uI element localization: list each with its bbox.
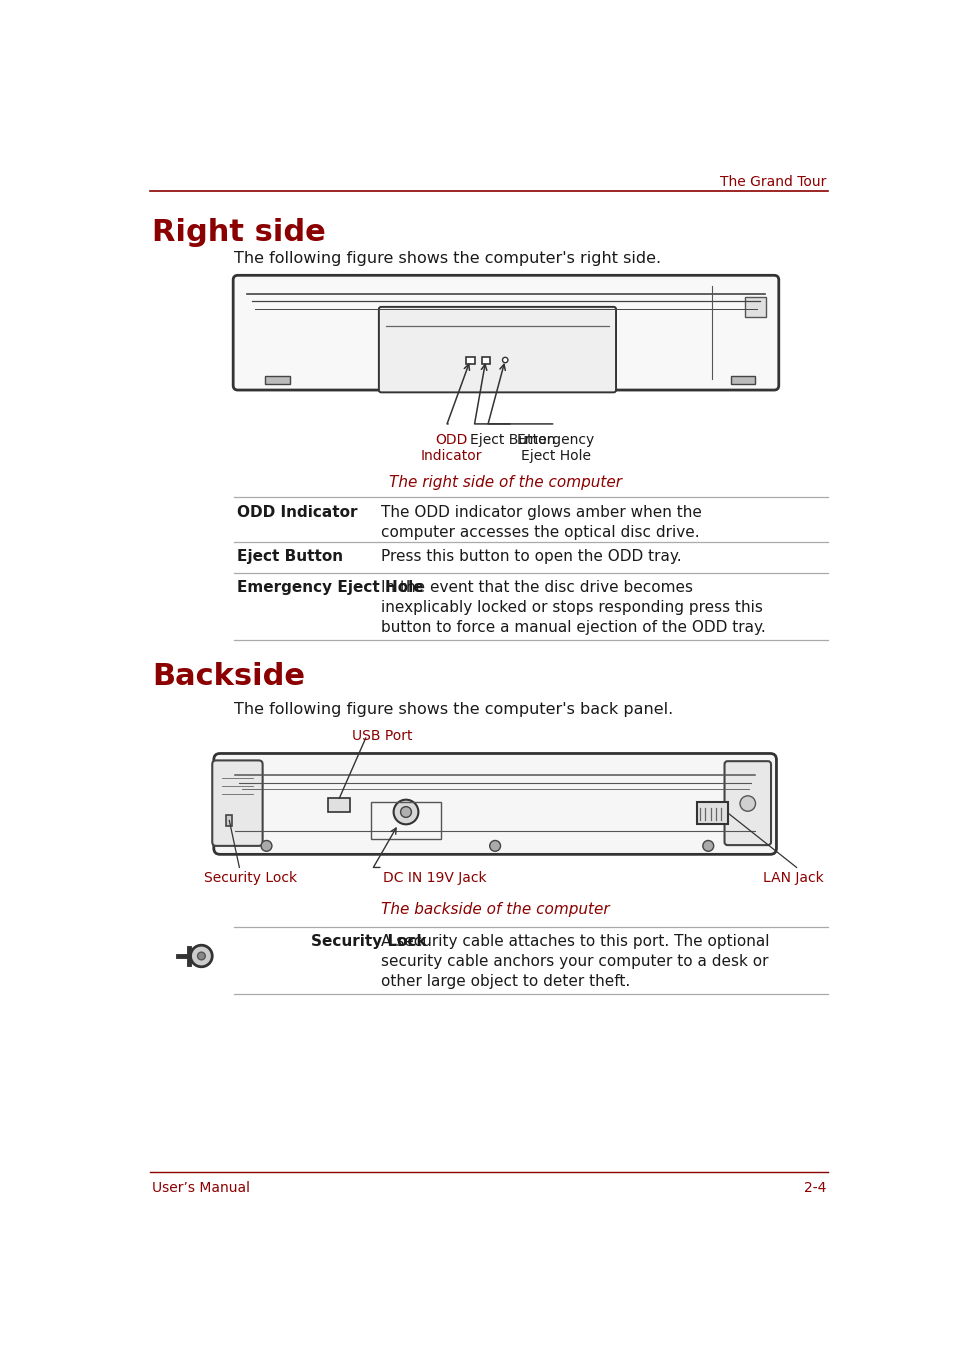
Circle shape — [197, 952, 205, 959]
Bar — [731, 376, 754, 384]
FancyBboxPatch shape — [212, 761, 262, 846]
Text: The backside of the computer: The backside of the computer — [380, 902, 609, 917]
Text: Security Lock: Security Lock — [311, 935, 427, 950]
Text: The right side of the computer: The right side of the computer — [389, 474, 621, 490]
FancyBboxPatch shape — [233, 276, 778, 390]
FancyBboxPatch shape — [213, 754, 776, 854]
FancyBboxPatch shape — [723, 761, 770, 846]
Circle shape — [489, 840, 500, 851]
Text: The following figure shows the computer's back panel.: The following figure shows the computer'… — [233, 703, 673, 717]
Bar — [265, 376, 290, 384]
Bar — [371, 802, 440, 839]
Text: User’s Manual: User’s Manual — [152, 1181, 250, 1194]
Text: In the event that the disc drive becomes
inexplicably locked or stops responding: In the event that the disc drive becomes… — [381, 580, 765, 635]
Text: The following figure shows the computer's right side.: The following figure shows the computer'… — [233, 251, 660, 266]
Text: Eject Button: Eject Button — [470, 434, 555, 447]
Bar — [226, 815, 233, 825]
Text: ODD Indicator: ODD Indicator — [236, 505, 357, 520]
Text: 2-4: 2-4 — [802, 1181, 825, 1194]
Text: The Grand Tour: The Grand Tour — [719, 176, 825, 189]
Text: LAN Jack: LAN Jack — [762, 871, 822, 885]
Bar — [466, 357, 475, 363]
Text: USB Port: USB Port — [352, 728, 412, 743]
Text: Emergency Eject Hole: Emergency Eject Hole — [236, 580, 423, 596]
Bar — [744, 297, 765, 317]
Text: Right side: Right side — [152, 218, 325, 247]
Circle shape — [502, 357, 507, 362]
Circle shape — [702, 840, 713, 851]
Text: Eject Button: Eject Button — [236, 550, 343, 565]
Text: ODD
Indicator: ODD Indicator — [419, 434, 481, 463]
Circle shape — [394, 800, 418, 824]
Bar — [481, 357, 490, 363]
Text: The ODD indicator glows amber when the
computer accesses the optical disc drive.: The ODD indicator glows amber when the c… — [381, 505, 701, 539]
Text: Backside: Backside — [152, 662, 304, 690]
FancyBboxPatch shape — [378, 307, 616, 392]
Text: Emergency
Eject Hole: Emergency Eject Hole — [516, 434, 594, 463]
Bar — [696, 802, 727, 824]
Circle shape — [261, 840, 272, 851]
Text: DC IN 19V Jack: DC IN 19V Jack — [382, 871, 486, 885]
Circle shape — [400, 807, 411, 817]
Circle shape — [191, 946, 212, 967]
Bar — [328, 798, 350, 812]
Text: Security Lock: Security Lock — [204, 871, 297, 885]
Circle shape — [740, 796, 755, 811]
Text: A security cable attaches to this port. The optional
security cable anchors your: A security cable attaches to this port. … — [381, 935, 769, 989]
Text: Press this button to open the ODD tray.: Press this button to open the ODD tray. — [381, 550, 681, 565]
